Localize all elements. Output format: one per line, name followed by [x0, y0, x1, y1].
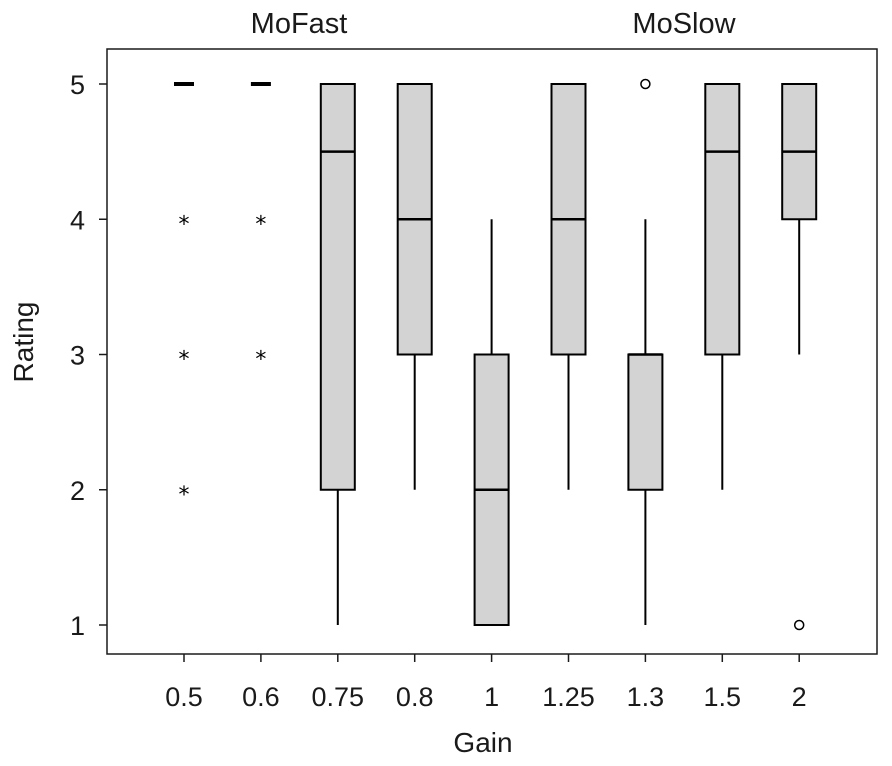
- y-tick-label: 2: [70, 476, 85, 506]
- box-1-3: [627, 78, 664, 625]
- box-0-5: * * *: [174, 82, 194, 508]
- box-2: [781, 83, 818, 631]
- group-label-moslow: MoSlow: [632, 8, 736, 40]
- group-label-mofast: MoFast: [251, 8, 348, 40]
- x-tick-label: 0.6: [242, 682, 280, 712]
- x-tick-label: 1.25: [542, 682, 595, 712]
- x-tick-label: 0.75: [312, 682, 365, 712]
- x-tick-label: 0.5: [165, 682, 203, 712]
- box-0-6: **: [250, 82, 271, 373]
- extreme-point: *: [179, 483, 190, 508]
- extreme-point: *: [255, 212, 266, 237]
- y-tick-label: 5: [70, 70, 85, 100]
- box-0-8: [396, 83, 433, 490]
- extreme-point: *: [255, 348, 266, 373]
- y-axis-title: Rating: [8, 302, 39, 383]
- x-tick-label: 1.5: [704, 682, 742, 712]
- x-tick-label: 1: [484, 682, 499, 712]
- box-iqr: [319, 83, 356, 491]
- y-tick-label: 3: [70, 341, 85, 371]
- x-tick-label: 2: [792, 682, 807, 712]
- box-0-75: [319, 83, 356, 625]
- x-tick-label: 0.8: [396, 682, 434, 712]
- box-series: *****: [174, 78, 818, 631]
- box-1-25: [550, 83, 587, 490]
- x-axis: 0.5 0.6 0.75 0.8 1 1.25 1.3 1.5 2: [165, 654, 807, 712]
- extreme-point: *: [179, 212, 190, 237]
- outlier-point: [793, 619, 805, 631]
- y-tick-label: 4: [70, 205, 85, 235]
- box-1: [473, 219, 510, 626]
- x-axis-title: Gain: [453, 727, 512, 758]
- extreme-point: *: [179, 348, 190, 373]
- box-1-5: [704, 83, 741, 490]
- y-axis: 1 2 3 4 5: [70, 70, 107, 641]
- y-tick-label: 1: [70, 611, 85, 641]
- box-iqr: [704, 83, 741, 356]
- outlier-point: [640, 78, 651, 90]
- x-tick-label: 1.3: [627, 682, 665, 712]
- box-iqr: [627, 353, 664, 491]
